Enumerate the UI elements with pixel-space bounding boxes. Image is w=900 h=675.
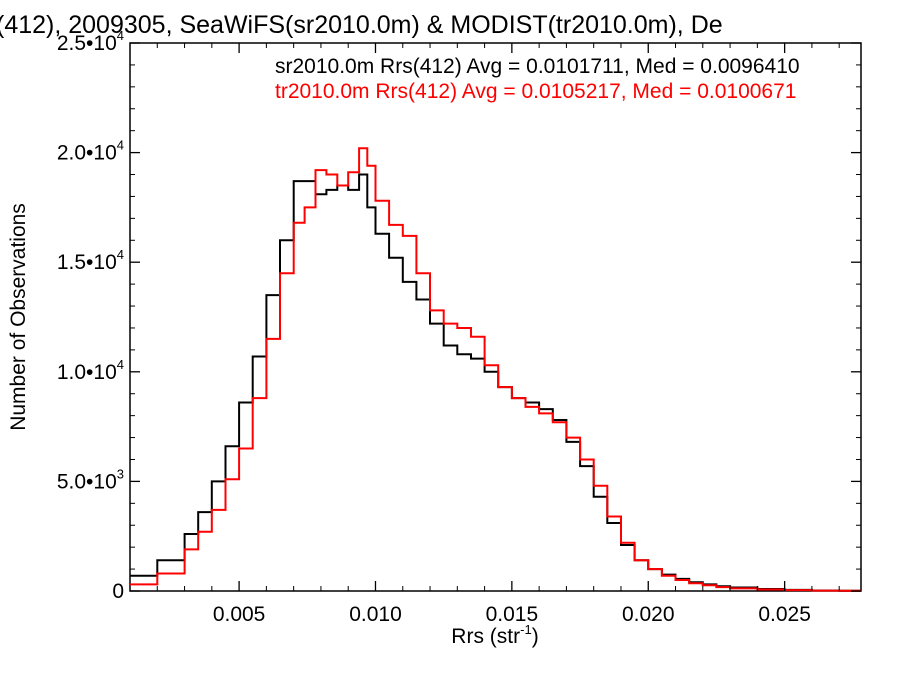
y-tick-label-4: 2.0•104 <box>57 138 124 165</box>
y-tick-label-0: 0 <box>112 580 124 603</box>
x-tick-label-0: 0.005 <box>213 603 266 626</box>
y-tick-label-5: 2.5•104 <box>57 28 124 55</box>
legend-entry-sr2010: sr2010.0m Rrs(412) Avg = 0.0101711, Med … <box>275 55 800 78</box>
y-tick-label-3: 1.5•104 <box>57 247 124 274</box>
x-axis-title: Rrs (str-1) <box>451 622 538 648</box>
x-tick-label-2: 0.015 <box>486 603 539 626</box>
x-axis-title-exponent: -1 <box>520 622 532 637</box>
y-axis-title: Number of Observations <box>7 203 30 431</box>
axis-ticks: 0.005 0.010 0.015 0.020 0.025 0 5.0•103 1.0•104… <box>57 28 861 626</box>
plot-frame <box>129 42 862 592</box>
x-tick-label-3: 0.020 <box>622 603 675 626</box>
series-line-1 <box>130 147 862 592</box>
series-line-0 <box>130 173 862 592</box>
y-tick-label-2: 1.0•104 <box>57 357 124 384</box>
legend-entry-tr2010: tr2010.0m Rrs(412) Avg = 0.0105217, Med … <box>275 80 796 103</box>
x-tick-label-4: 0.025 <box>758 603 811 626</box>
x-axis-title-close: ) <box>532 625 539 648</box>
chart-title: (412), 2009305, SeaWiFS(sr2010.0m) & MOD… <box>0 11 723 39</box>
x-tick-label-1: 0.010 <box>349 603 402 626</box>
x-axis-title-text: Rrs (str <box>451 625 520 648</box>
y-tick-label-1: 5.0•103 <box>57 466 124 493</box>
series-layer <box>130 147 862 592</box>
